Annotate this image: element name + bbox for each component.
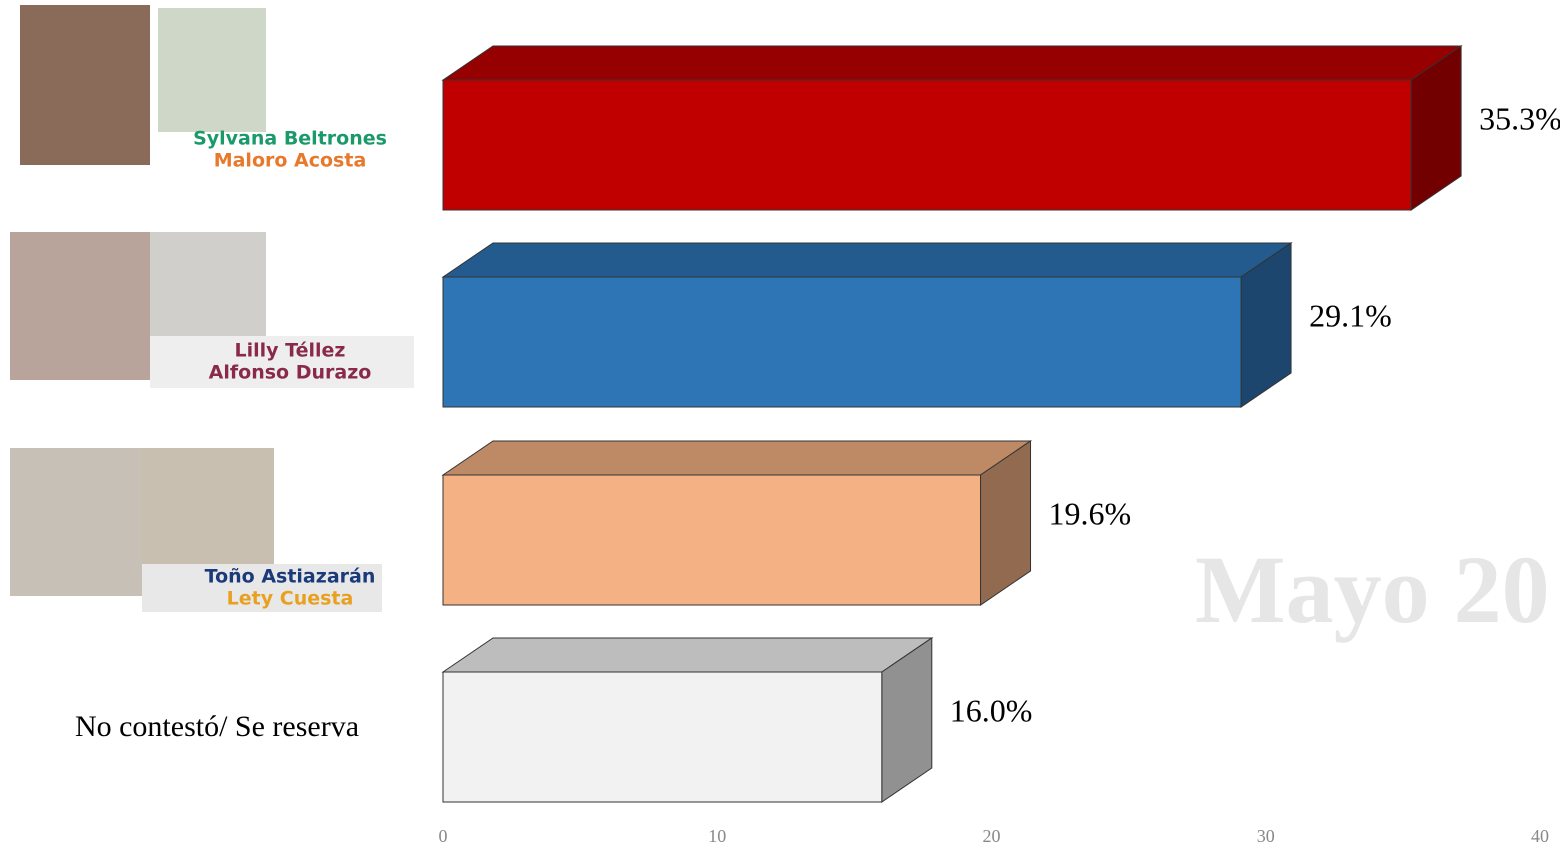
x-tick-label: 20 — [983, 826, 1001, 846]
value-label: 19.6% — [1049, 495, 1132, 531]
value-label: 16.0% — [950, 692, 1033, 728]
watermark: Mayo 20 — [1195, 536, 1550, 643]
bar-top — [441, 637, 934, 673]
candidate-name: Alfonso Durazo — [209, 362, 372, 384]
category-label: No contestó/ Se reserva — [75, 710, 359, 743]
photo — [142, 448, 274, 564]
candidate-name: Sylvana Beltrones — [193, 128, 387, 150]
candidate-name: Toño Astiazarán — [205, 566, 376, 588]
bar-top — [441, 242, 1293, 278]
name-panel — [150, 336, 414, 388]
photo — [20, 5, 150, 165]
bar — [442, 276, 1242, 408]
bar — [442, 671, 883, 803]
bar — [442, 474, 982, 606]
photo — [150, 232, 266, 336]
x-tick-label: 10 — [708, 826, 726, 846]
bar — [442, 79, 1412, 211]
photo — [10, 232, 150, 380]
x-tick-label: 0 — [439, 826, 448, 846]
photo — [158, 8, 266, 132]
x-tick-label: 30 — [1257, 826, 1275, 846]
bar-top — [441, 45, 1463, 81]
bar-top — [441, 440, 1033, 476]
name-panel — [142, 564, 382, 612]
candidate-name: Lilly Téllez — [235, 340, 346, 362]
candidate-name: Lety Cuesta — [227, 588, 354, 610]
value-label: 35.3% — [1479, 100, 1560, 136]
photos — [10, 5, 414, 612]
x-tick-label: 40 — [1531, 826, 1549, 846]
value-label: 29.1% — [1309, 297, 1392, 333]
candidate-name: Maloro Acosta — [214, 150, 367, 172]
photo — [10, 448, 142, 596]
